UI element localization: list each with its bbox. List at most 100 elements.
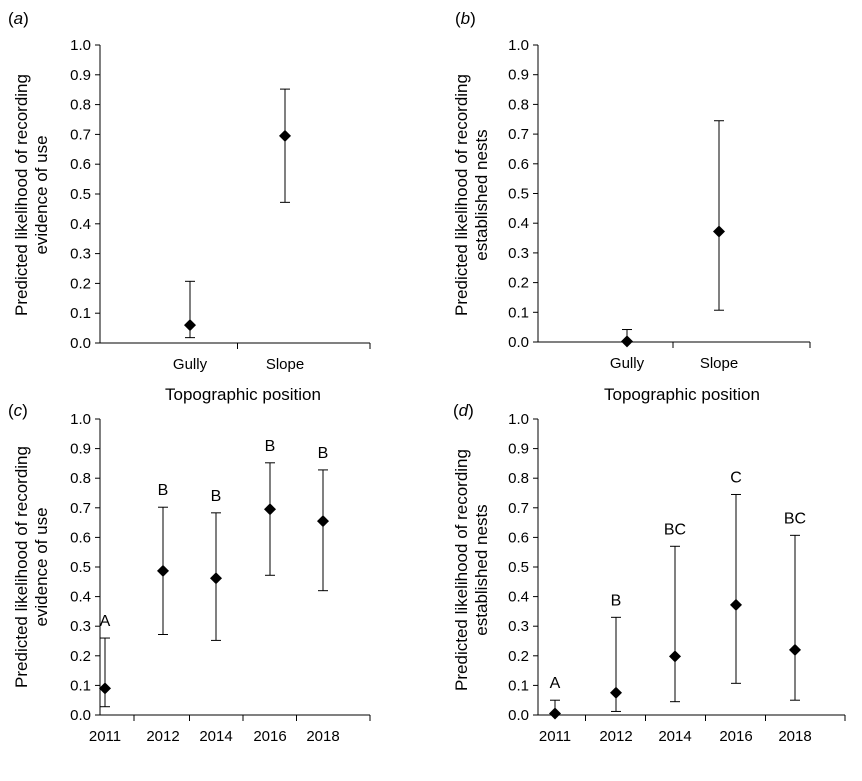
- y-axis-title: established nests: [472, 129, 491, 260]
- data-point: [157, 564, 169, 577]
- panel-letter: a: [14, 9, 23, 28]
- y-tick-label: 0.8: [70, 470, 91, 487]
- data-point: [549, 707, 561, 720]
- x-tick-label: 2014: [199, 728, 232, 745]
- data-point: [264, 503, 276, 516]
- y-tick-label: 0.8: [70, 97, 91, 114]
- chart-panel-d: (d) Predicted likelihood of recording esta…: [452, 401, 846, 745]
- y-tick-label: 0.2: [70, 648, 91, 665]
- y-tick-label: 0.2: [508, 275, 529, 292]
- data-point: [621, 335, 633, 348]
- y-tick-label: 0.9: [70, 67, 91, 84]
- y-tick-label: 0.9: [508, 67, 529, 84]
- group-letter: B: [318, 445, 329, 462]
- y-tick-label: 0.3: [70, 618, 91, 635]
- group-letter: A: [550, 675, 561, 692]
- y-tick-label: 1.0: [70, 37, 91, 54]
- chart-panel-a: (a) Predicted likelihood of recording evid…: [8, 9, 371, 404]
- y-tick-label: 0.4: [508, 215, 529, 232]
- y-tick-label: 0.0: [508, 334, 529, 351]
- x-tick-label: Slope: [700, 355, 738, 372]
- data-point: [210, 572, 222, 585]
- x-tick-label: 2012: [146, 728, 179, 745]
- y-tick-label: 0.8: [508, 470, 529, 487]
- panel-label: (c): [8, 401, 28, 420]
- y-axis-title: evidence of use: [32, 135, 51, 254]
- data-point: [184, 319, 196, 332]
- data-point: [789, 643, 801, 656]
- x-tick-label: Gully: [173, 356, 208, 373]
- x-tick-label: 2016: [719, 728, 752, 745]
- y-tick-label: 0.5: [508, 186, 529, 203]
- x-tick-label: Gully: [610, 355, 645, 372]
- y-tick-label: 0.8: [508, 96, 529, 113]
- y-tick-label: 0.7: [508, 126, 529, 143]
- x-tick-label: Slope: [266, 356, 304, 373]
- y-tick-label: 0.6: [70, 156, 91, 173]
- chart-panel-c: (c) Predicted likelihood of recording evid…: [8, 401, 371, 745]
- y-tick-label: 0.7: [508, 500, 529, 517]
- panel-letter: d: [459, 401, 469, 420]
- group-letter: B: [211, 488, 222, 505]
- data-point: [317, 515, 329, 528]
- x-tick-label: 2014: [658, 728, 691, 745]
- y-tick-label: 0.5: [70, 186, 91, 203]
- y-tick-label: 0.5: [70, 559, 91, 576]
- x-tick-label: 2016: [253, 728, 286, 745]
- y-tick-label: 0.9: [508, 441, 529, 458]
- y-axis-title: established nests: [472, 504, 491, 635]
- y-tick-label: 0.6: [70, 529, 91, 546]
- x-tick-label: 2012: [599, 728, 632, 745]
- y-tick-label: 0.7: [70, 126, 91, 143]
- data-point: [610, 686, 622, 699]
- y-tick-label: 0.5: [508, 559, 529, 576]
- y-tick-label: 1.0: [508, 411, 529, 428]
- y-tick-label: 0.7: [70, 500, 91, 517]
- y-tick-label: 0.1: [508, 304, 529, 321]
- y-tick-label: 1.0: [70, 411, 91, 428]
- chart-panel-b: (b) Predicted likelihood of recording esta…: [452, 9, 811, 404]
- y-axis-title: Predicted likelihood of recording: [452, 449, 471, 691]
- y-tick-label: 0.1: [508, 677, 529, 694]
- group-letter: BC: [784, 510, 806, 527]
- y-tick-label: 0.4: [70, 216, 91, 233]
- y-tick-label: 0.6: [508, 529, 529, 546]
- group-letter: BC: [664, 521, 686, 538]
- data-point: [669, 650, 681, 663]
- y-tick-label: 0.9: [70, 441, 91, 458]
- y-tick-label: 0.4: [70, 589, 91, 606]
- y-tick-label: 0.3: [508, 618, 529, 635]
- group-letter: B: [158, 482, 169, 499]
- panel-letter: b: [461, 9, 470, 28]
- y-tick-label: 0.1: [70, 305, 91, 322]
- x-tick-label: 2011: [89, 728, 121, 745]
- x-tick-label: 2011: [539, 728, 571, 745]
- data-point: [99, 682, 111, 695]
- panel-letter: c: [14, 401, 23, 420]
- y-axis-title: evidence of use: [32, 507, 51, 626]
- x-axis-title: Topographic position: [604, 385, 760, 404]
- group-letter: C: [730, 469, 742, 486]
- x-tick-label: 2018: [306, 728, 339, 745]
- data-point: [713, 225, 725, 238]
- group-letter: A: [100, 613, 111, 630]
- y-tick-label: 1.0: [508, 37, 529, 54]
- group-letter: B: [611, 592, 622, 609]
- y-tick-label: 0.6: [508, 156, 529, 173]
- y-axis-title: Predicted likelihood of recording: [12, 446, 31, 688]
- y-tick-label: 0.1: [70, 677, 91, 694]
- y-tick-label: 0.0: [508, 707, 529, 724]
- y-tick-label: 0.4: [508, 589, 529, 606]
- panel-label: (a): [8, 9, 29, 28]
- data-point: [279, 129, 291, 142]
- y-axis-title: Predicted likelihood of recording: [452, 74, 471, 316]
- y-tick-label: 0.2: [508, 648, 529, 665]
- y-tick-label: 0.0: [70, 707, 91, 724]
- x-tick-label: 2018: [778, 728, 811, 745]
- data-point: [730, 598, 742, 611]
- y-tick-label: 0.3: [508, 245, 529, 262]
- y-tick-label: 0.2: [70, 275, 91, 292]
- group-letter: B: [265, 438, 276, 455]
- panel-label: (d): [453, 401, 474, 420]
